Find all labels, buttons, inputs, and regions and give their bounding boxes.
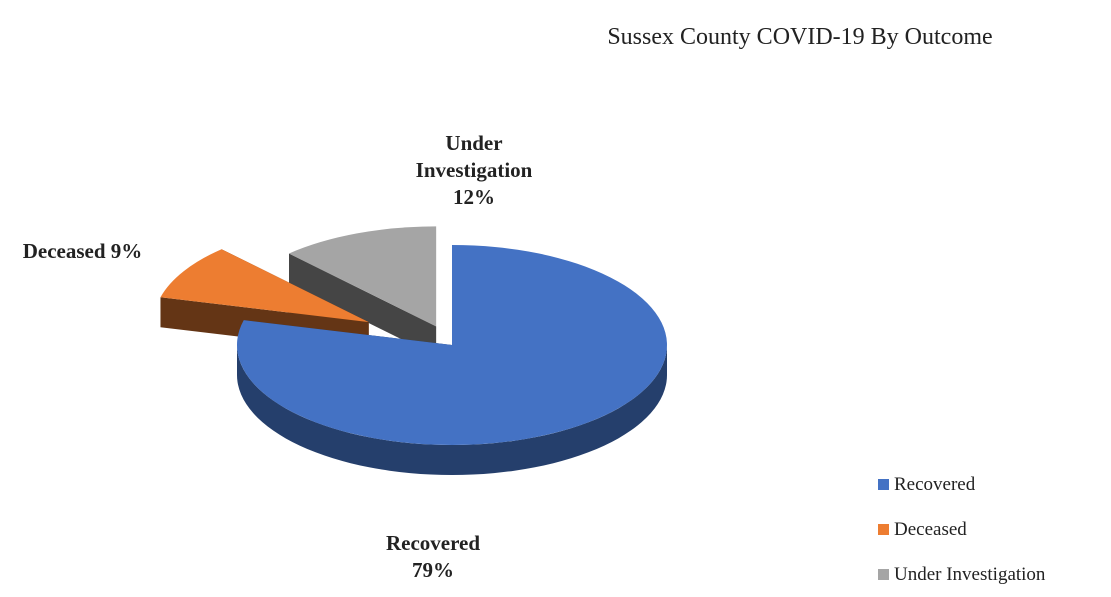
data-label-value: 12% [453, 185, 495, 209]
chart-title: Sussex County COVID-19 By Outcome [607, 24, 993, 50]
data-label: Deceased 9% [0, 238, 165, 265]
legend-item: Recovered [878, 462, 1045, 507]
slice-side [237, 345, 667, 475]
legend-label: Under Investigation [894, 563, 1046, 585]
legend-label: Recovered [894, 473, 976, 495]
legend: Recovered Deceased Under Investigation [878, 462, 1045, 597]
slice-group [236, 245, 667, 475]
slice-group [288, 226, 437, 357]
legend-item: Deceased [878, 507, 1045, 552]
legend-swatch [878, 524, 889, 535]
data-label-name: Deceased [22, 239, 106, 263]
slice-radial-face [288, 253, 437, 357]
legend-label: Deceased [894, 518, 967, 540]
data-label-value: 9% [110, 239, 143, 263]
pie-slice [236, 245, 667, 446]
data-label-name: Under Investigation [415, 131, 533, 182]
legend-swatch [878, 479, 889, 490]
data-label: Recovered 79% [363, 530, 503, 584]
data-label: Under Investigation 12% [388, 130, 560, 211]
data-label-value: 79% [412, 558, 454, 582]
pie-slice [160, 249, 369, 323]
pie-slice [288, 226, 437, 327]
legend-swatch [878, 569, 889, 580]
legend-item: Under Investigation [878, 552, 1045, 597]
data-label-name: Recovered [385, 531, 481, 555]
